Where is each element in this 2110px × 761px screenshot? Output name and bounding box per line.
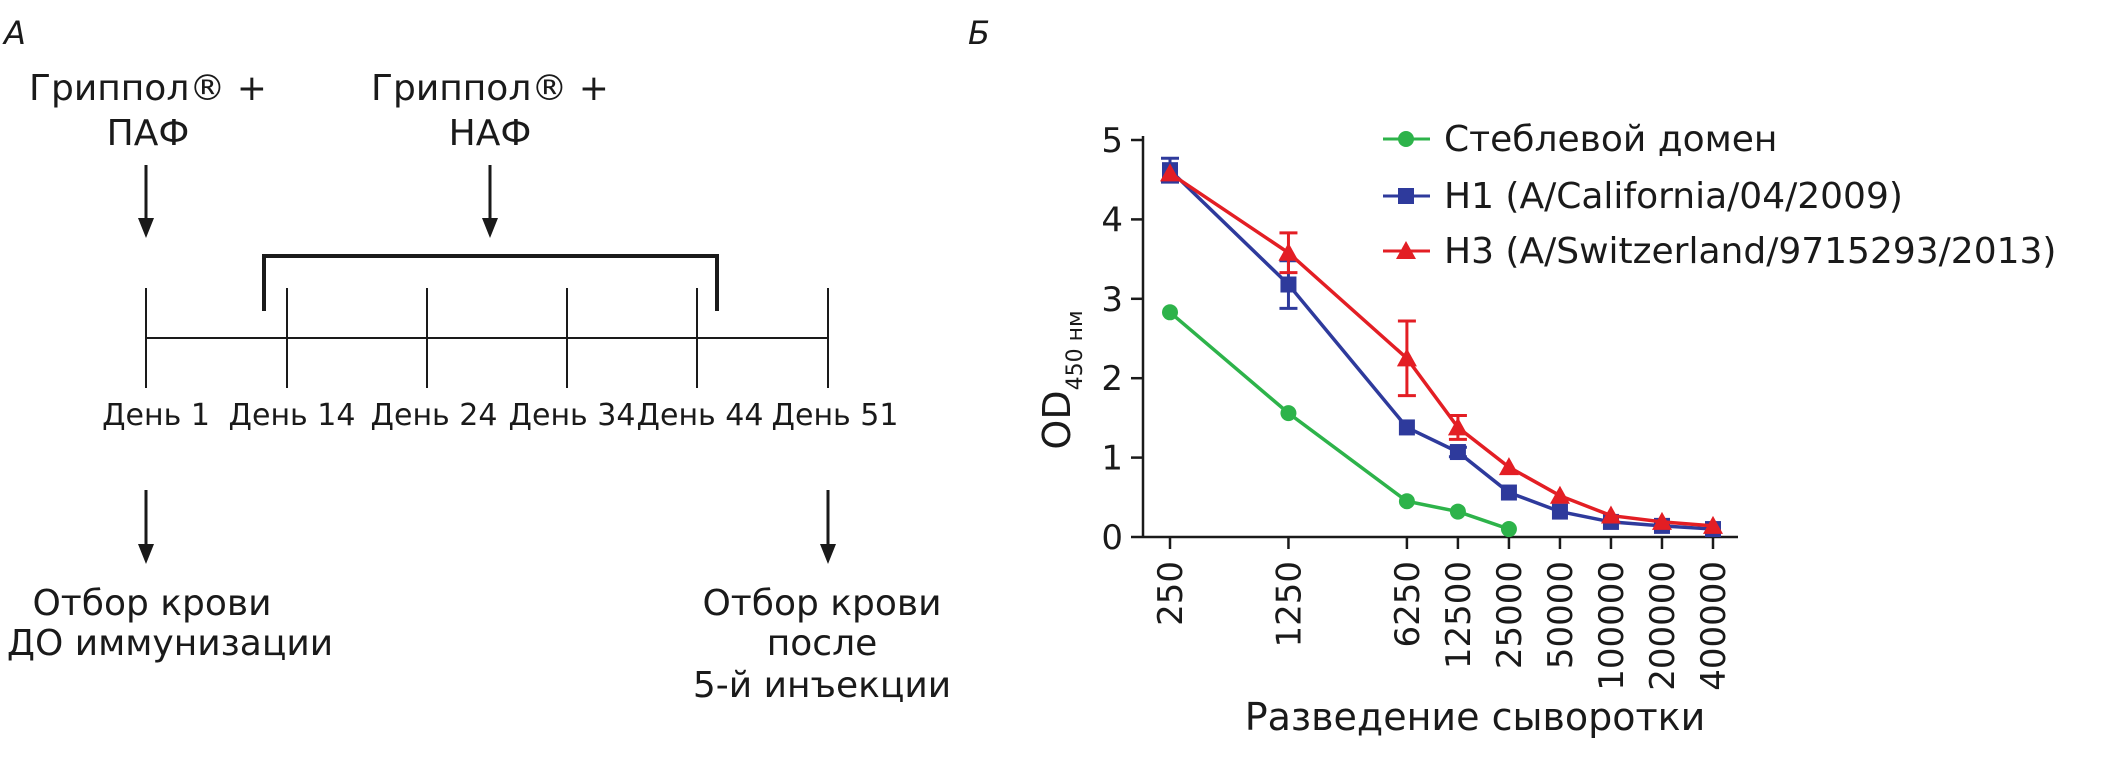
data-point <box>1449 503 1466 520</box>
x-tick-label: 100000 <box>1592 561 1632 691</box>
x-ticks: 250 1250 6250 12500 25000 50000 100000 200000 40… <box>1151 537 1734 691</box>
panel-a-label: А <box>2 14 26 52</box>
legend-marker-shape <box>1398 188 1414 204</box>
top-left-label-line1: Гриппол® + <box>29 68 267 109</box>
legend-item: H1 (A/California/04/2009) <box>1383 176 1903 217</box>
bottom-left-label-line2: ДО иммунизации <box>7 623 333 664</box>
data-point <box>1498 457 1519 476</box>
x-tick-label: 250 <box>1151 561 1191 626</box>
day-label: День 1 <box>102 398 210 433</box>
panel-b-label: Б <box>968 14 990 52</box>
data-point <box>1500 521 1517 538</box>
x-axis-title: Разведение сыворотки <box>1245 695 1706 739</box>
arrow-bottom-left-head <box>138 544 154 564</box>
data-point <box>1278 242 1299 261</box>
data-point <box>1162 304 1178 321</box>
data-point <box>1551 503 1568 520</box>
legend-marker-shape <box>1398 131 1414 147</box>
arrow-top-left-head <box>138 218 154 238</box>
y-tick-label: 4 <box>1101 200 1123 240</box>
y-tick-label: 5 <box>1101 121 1123 161</box>
y-axis-title-sub: 450 нм <box>1063 310 1088 390</box>
legend-marker <box>1398 188 1414 204</box>
data-point <box>1500 484 1517 501</box>
y-tick-label: 2 <box>1101 359 1123 399</box>
y-ticks: 0 1 2 3 4 5 <box>1101 121 1143 558</box>
day-label: День 14 <box>229 398 356 433</box>
bottom-right-label-line3: 5-й инъекции <box>693 665 951 706</box>
day-label: День 24 <box>371 398 498 433</box>
data-point <box>1398 493 1415 510</box>
data-point <box>1549 485 1570 504</box>
arrow-bottom-right-head <box>820 544 836 564</box>
x-tick-label: 50000 <box>1541 561 1581 669</box>
series-2 <box>1160 163 1723 534</box>
top-mid-label-line2: НАФ <box>449 113 532 154</box>
x-tick-label: 1250 <box>1269 561 1309 648</box>
panel-a: А Гриппол® + ПАФ Гриппол® + НАФ <box>2 14 951 706</box>
data-point <box>1449 444 1466 461</box>
legend-label: H3 (A/Switzerland/9715293/2013) <box>1444 231 2056 272</box>
data-point <box>1651 511 1672 530</box>
day-label: День 51 <box>772 398 899 433</box>
series-line <box>1168 168 1714 531</box>
bottom-right-label-line2: после <box>767 623 878 664</box>
data-point <box>1280 405 1297 422</box>
panel-b: Б OD450 нм Разведение сыворотки 0 1 2 3 4 5 2… <box>968 14 2056 739</box>
data-point <box>1396 348 1417 367</box>
arrow-top-mid-head <box>482 218 498 238</box>
legend-item: H3 (A/Switzerland/9715293/2013) <box>1383 231 2056 272</box>
x-tick-label: 25000 <box>1490 561 1530 669</box>
injection-bracket <box>262 254 719 311</box>
x-tick-label: 6250 <box>1388 561 1428 648</box>
data-point <box>1447 417 1468 436</box>
x-tick-label: 400000 <box>1694 561 1734 691</box>
legend-item: Стеблевой домен <box>1383 119 1777 160</box>
series-0 <box>1162 304 1517 538</box>
data-point <box>1160 163 1180 182</box>
day-label: День 34 <box>509 398 636 433</box>
data-point <box>1398 419 1415 436</box>
x-tick-label: 12500 <box>1439 561 1479 669</box>
day-label: День 44 <box>637 398 764 433</box>
series-layer <box>1160 156 1723 538</box>
legend-label: Стеблевой домен <box>1444 119 1777 160</box>
series-line <box>1169 171 1714 528</box>
legend: Стеблевой домен H1 (A/California/04/2009… <box>1383 119 2056 272</box>
top-mid-label-line1: Гриппол® + <box>371 68 609 109</box>
legend-label: H1 (A/California/04/2009) <box>1444 176 1903 217</box>
data-point <box>1600 505 1621 524</box>
legend-marker <box>1396 241 1416 259</box>
svg-text:OD450 нм: OD450 нм <box>1035 310 1088 449</box>
top-left-label-line2: ПАФ <box>107 113 190 154</box>
legend-marker-shape <box>1396 241 1416 259</box>
y-tick-label: 1 <box>1101 439 1123 479</box>
x-tick-label: 200000 <box>1643 561 1683 691</box>
data-point <box>1703 515 1723 534</box>
legend-marker <box>1398 131 1414 147</box>
bottom-left-label-line1: Отбор крови <box>32 583 271 624</box>
y-tick-label: 3 <box>1101 280 1123 320</box>
y-tick-label: 0 <box>1101 518 1123 558</box>
y-axis-title: OD450 нм <box>1035 310 1088 449</box>
y-axis-title-main: OD <box>1035 390 1079 449</box>
bottom-right-label-line1: Отбор крови <box>702 583 941 624</box>
data-point <box>1280 276 1297 293</box>
